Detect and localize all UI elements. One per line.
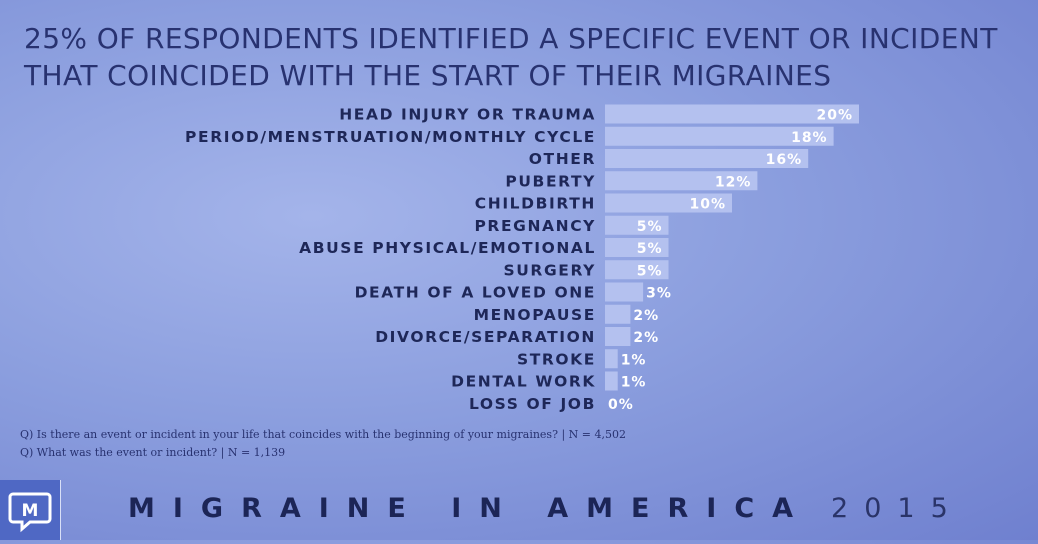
category-label-pregnancy: PREGNANCY [474,217,596,235]
value-label-death-of-a-loved-one: 3% [646,286,672,302]
bar-surgery [605,260,669,280]
logo-letter: M [22,501,39,521]
bar-menopause [605,304,631,324]
bar-abuse-physical-emotional [605,238,669,257]
bar-dental-work [605,371,618,391]
category-label-puberty: PUBERTY [505,172,596,190]
category-label-head-injury-or-trauma: HEAD INJURY OR TRAUMA [339,106,596,124]
value-label-stroke: 1% [621,352,647,368]
value-label-puberty: 12% [715,174,752,190]
category-label-death-of-a-loved-one: DEATH OF A LOVED ONE [355,284,596,302]
survey-note-2: Q) What was the event or incident? | N =… [20,446,286,459]
category-label-childbirth: CHILDBIRTH [475,195,596,213]
chart-title-line-2: THAT COINCIDED WITH THE START OF THEIR M… [24,59,832,92]
category-label-divorce-separation: DIVORCE/SEPARATION [375,328,596,346]
value-label-divorce-separation: 2% [633,330,659,346]
value-label-surgery: 5% [637,263,663,279]
bar-chart: HEAD INJURY OR TRAUMA 20% PERIOD/MENSTRUAT… [185,104,859,413]
value-label-dental-work: 1% [621,375,647,391]
chart-title: 25% OF RESPONDENTS IDENTIFIED A SPECIFIC… [24,20,1024,94]
bar-period-menstruation-monthly-cycle [605,126,834,146]
survey-note-1: Q) Is there an event or incident in your… [20,428,627,441]
bar-childbirth [605,193,732,213]
bar-puberty [605,171,758,191]
value-label-abuse-physical-emotional: 5% [637,241,663,257]
bar-other [605,149,809,168]
category-label-surgery: SURGERY [503,261,596,279]
value-label-head-injury-or-trauma: 20% [816,108,853,124]
bar-pregnancy [605,215,669,235]
survey-notes: Q) Is there an event or incident in your… [20,426,626,462]
category-label-abuse-physical-emotional: ABUSE PHYSICAL/EMOTIONAL [299,239,596,257]
footer-brand: MIGRAINE IN AMERICA 2015 [128,492,964,526]
value-label-childbirth: 10% [689,197,726,213]
bar-divorce-separation [605,327,631,346]
category-label-period-menstruation-monthly-cycle: PERIOD/MENSTRUATION/MONTHLY CYCLE [185,128,596,146]
category-label-stroke: STROKE [517,350,596,368]
value-label-period-menstruation-monthly-cycle: 18% [791,130,828,146]
migraine-logo: M [0,480,61,540]
category-label-menopause: MENOPAUSE [474,306,596,324]
category-label-loss-of-job: LOSS OF JOB [469,395,596,413]
bar-death-of-a-loved-one [605,282,644,302]
footer-brand-name: MIGRAINE IN AMERICA [128,493,812,524]
value-label-other: 16% [766,152,803,168]
speech-bubble-m-icon: M [8,492,52,533]
value-label-pregnancy: 5% [637,219,663,235]
value-label-loss-of-job: 0% [608,397,634,413]
bar-stroke [605,349,618,369]
category-label-other: OTHER [529,150,596,168]
footer-year: 2015 [831,493,964,524]
chart-title-line-1: 25% OF RESPONDENTS IDENTIFIED A SPECIFIC… [24,22,998,55]
value-label-menopause: 2% [633,308,659,324]
bar-head-injury-or-trauma [605,104,859,124]
category-label-dental-work: DENTAL WORK [451,373,596,391]
